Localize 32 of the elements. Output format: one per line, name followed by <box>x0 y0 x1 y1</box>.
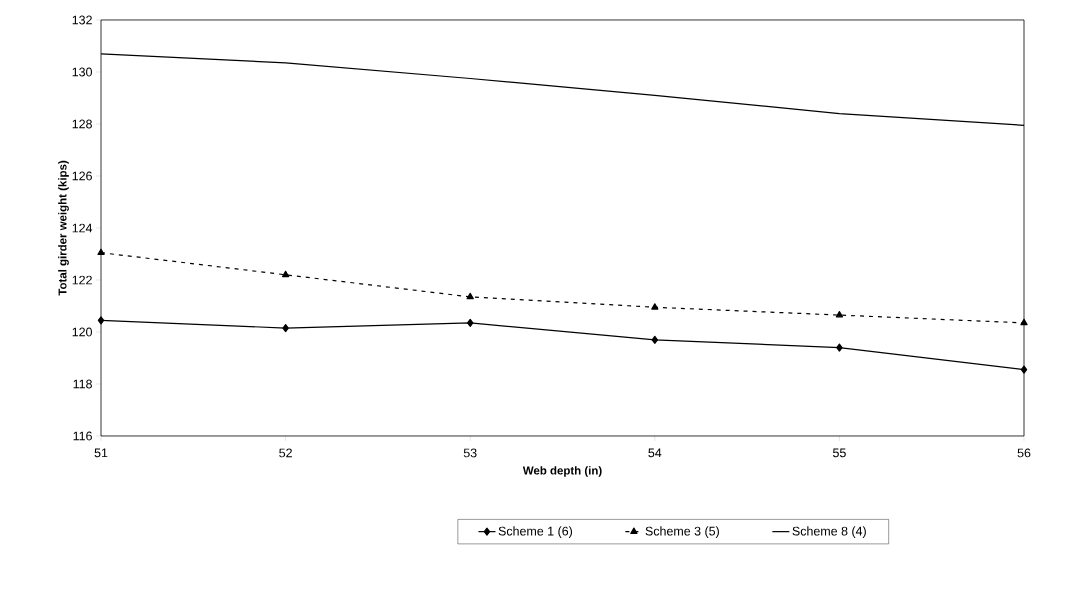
point <box>836 343 843 352</box>
y-tick-label: 118 <box>73 379 92 389</box>
x-tick-label: 52 <box>279 448 292 458</box>
y-tick-label: 126 <box>72 171 92 181</box>
legend-label: Scheme 8 (4) <box>792 526 866 538</box>
point <box>651 335 659 344</box>
y-axis-title: Total girder weight (kips) <box>58 160 69 296</box>
point <box>835 310 844 318</box>
point <box>281 270 290 278</box>
y-tick-label: 122 <box>72 275 92 285</box>
legend-label: Scheme 3 (5) <box>645 526 719 538</box>
point <box>466 292 474 300</box>
x-tick-label: 53 <box>463 448 477 458</box>
y-tick-label: 124 <box>72 223 93 233</box>
x-tick-label: 51 <box>94 448 108 458</box>
y-tick-label: 120 <box>72 327 92 337</box>
y-tick-label: 128 <box>72 119 92 129</box>
point <box>651 303 659 310</box>
legend-label: Scheme 1 (6) <box>498 526 573 538</box>
x-tick-label: 56 <box>1017 448 1031 458</box>
x-tick-label: 54 <box>648 448 662 458</box>
point <box>97 248 105 256</box>
x-axis-title: Web depth (in) <box>522 466 602 477</box>
point <box>466 318 474 327</box>
point <box>1020 365 1028 374</box>
y-tick-label: 132 <box>72 15 92 25</box>
y-tick-label: 130 <box>72 67 92 77</box>
point <box>97 316 105 325</box>
point <box>282 323 289 333</box>
point <box>1020 318 1028 326</box>
y-tick-label: 116 <box>73 431 92 441</box>
x-tick-label: 55 <box>832 448 846 458</box>
